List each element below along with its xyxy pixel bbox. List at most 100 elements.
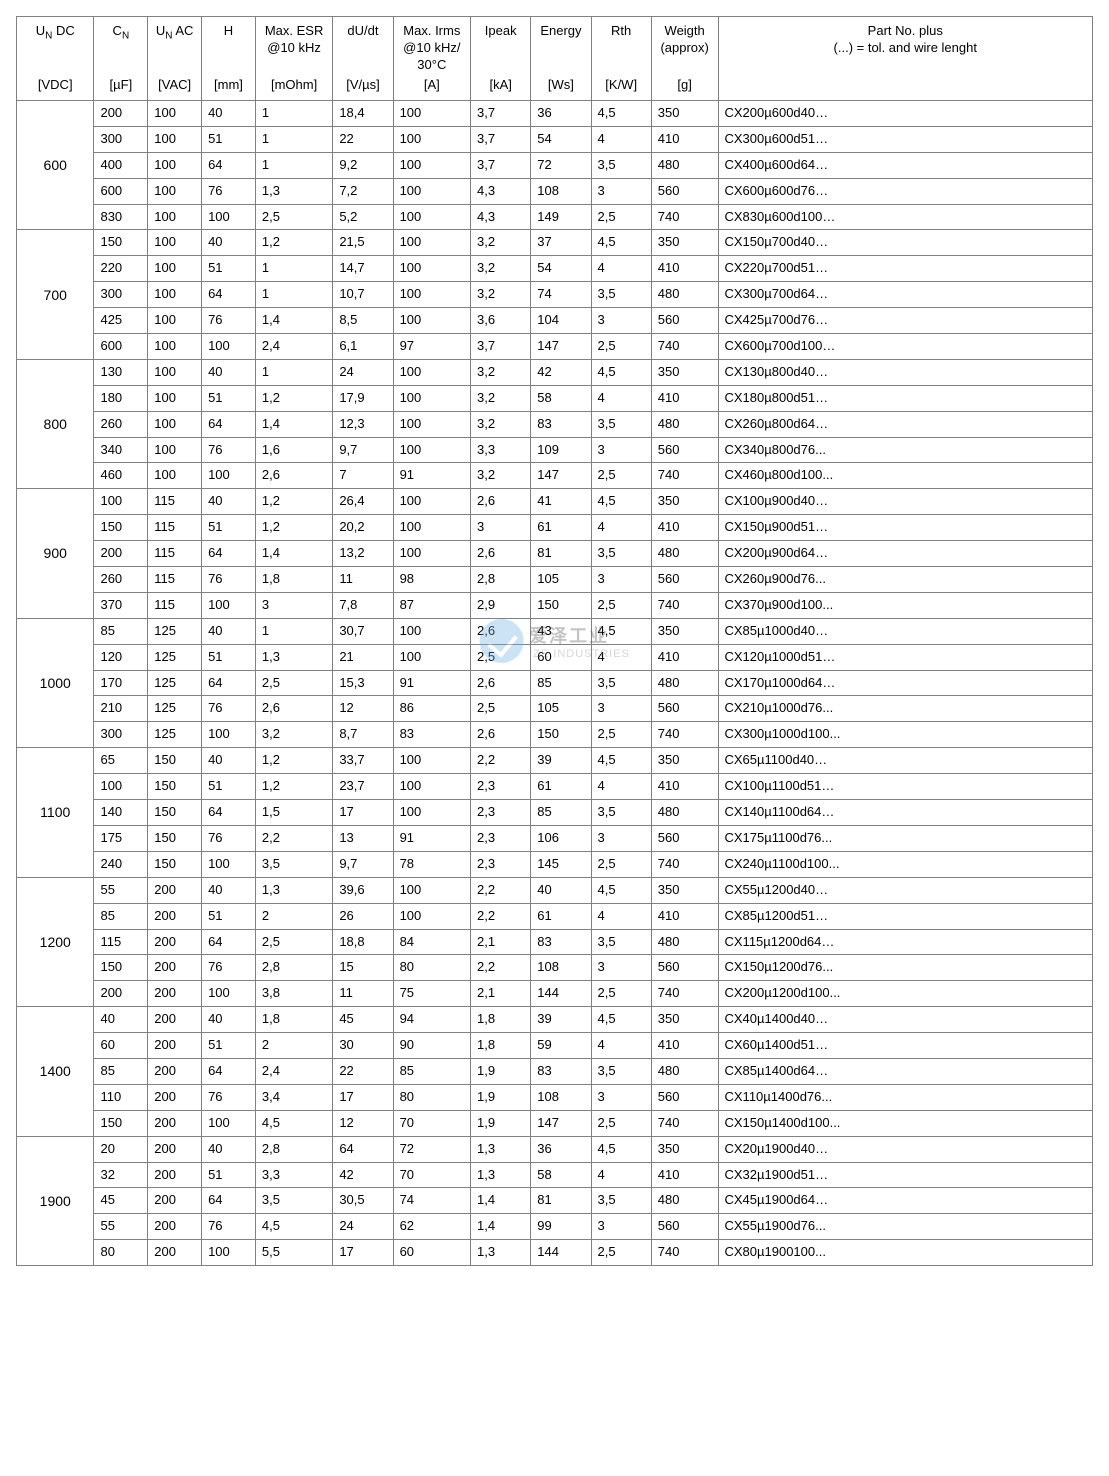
cell-irms: 100 bbox=[393, 385, 470, 411]
cell-weight: 480 bbox=[651, 541, 718, 567]
cell-cn: 600 bbox=[94, 334, 148, 360]
cell-un_ac: 100 bbox=[148, 463, 202, 489]
group-un-dc: 1000 bbox=[17, 618, 94, 747]
cell-ipeak: 2,2 bbox=[471, 748, 531, 774]
cell-dudt: 20,2 bbox=[333, 515, 393, 541]
cell-esr: 3,8 bbox=[255, 981, 332, 1007]
cell-cn: 830 bbox=[94, 204, 148, 230]
cell-h: 64 bbox=[202, 800, 256, 826]
cell-weight: 480 bbox=[651, 670, 718, 696]
cell-un_ac: 115 bbox=[148, 592, 202, 618]
table-row: 190020200402,864721,3364,5350CX20µ1900d4… bbox=[17, 1136, 1093, 1162]
cell-h: 51 bbox=[202, 256, 256, 282]
cell-h: 40 bbox=[202, 1136, 256, 1162]
cell-rth: 4,5 bbox=[591, 1136, 651, 1162]
cell-esr: 1 bbox=[255, 126, 332, 152]
cell-irms: 80 bbox=[393, 955, 470, 981]
cell-dudt: 7,2 bbox=[333, 178, 393, 204]
cell-energy: 150 bbox=[531, 592, 591, 618]
cell-ipeak: 2,5 bbox=[471, 696, 531, 722]
cell-dudt: 14,7 bbox=[333, 256, 393, 282]
cell-un_ac: 100 bbox=[148, 437, 202, 463]
table-row: 300100511221003,7544410CX300µ600d51… bbox=[17, 126, 1093, 152]
cell-h: 76 bbox=[202, 567, 256, 593]
cell-esr: 1 bbox=[255, 101, 332, 127]
cell-ipeak: 4,3 bbox=[471, 178, 531, 204]
cell-h: 100 bbox=[202, 463, 256, 489]
cell-dudt: 18,4 bbox=[333, 101, 393, 127]
cell-h: 100 bbox=[202, 592, 256, 618]
cell-rth: 3,5 bbox=[591, 929, 651, 955]
cell-ipeak: 2,6 bbox=[471, 618, 531, 644]
group-un-dc: 600 bbox=[17, 101, 94, 230]
cell-esr: 3,3 bbox=[255, 1162, 332, 1188]
col-label: UN AC bbox=[154, 23, 195, 43]
cell-ipeak: 3,3 bbox=[471, 437, 531, 463]
cell-weight: 560 bbox=[651, 308, 718, 334]
cell-part: CX150µ900d51… bbox=[718, 515, 1093, 541]
table-row: 425100761,48,51003,61043560CX425µ700d76… bbox=[17, 308, 1093, 334]
cell-esr: 2,6 bbox=[255, 696, 332, 722]
cell-h: 100 bbox=[202, 1110, 256, 1136]
cell-rth: 4 bbox=[591, 515, 651, 541]
cell-cn: 85 bbox=[94, 1058, 148, 1084]
cell-un_ac: 150 bbox=[148, 748, 202, 774]
cell-weight: 350 bbox=[651, 748, 718, 774]
table-row: 3001251003,28,7832,61502,5740CX300µ1000d… bbox=[17, 722, 1093, 748]
cell-irms: 100 bbox=[393, 800, 470, 826]
cell-part: CX300µ600d51… bbox=[718, 126, 1093, 152]
cell-un_ac: 200 bbox=[148, 929, 202, 955]
cell-dudt: 12 bbox=[333, 696, 393, 722]
cell-h: 40 bbox=[202, 359, 256, 385]
cell-weight: 740 bbox=[651, 592, 718, 618]
cell-dudt: 24 bbox=[333, 1214, 393, 1240]
cell-h: 64 bbox=[202, 1188, 256, 1214]
col-unit: [mm] bbox=[202, 77, 255, 94]
table-body: 60020010040118,41003,7364,5350CX200µ600d… bbox=[17, 101, 1093, 1266]
cell-part: CX370µ900d100... bbox=[718, 592, 1093, 618]
cell-cn: 260 bbox=[94, 567, 148, 593]
cell-part: CX200µ600d40… bbox=[718, 101, 1093, 127]
cell-irms: 100 bbox=[393, 230, 470, 256]
cell-un_ac: 100 bbox=[148, 101, 202, 127]
cell-irms: 100 bbox=[393, 101, 470, 127]
cell-irms: 86 bbox=[393, 696, 470, 722]
cell-weight: 410 bbox=[651, 126, 718, 152]
cell-irms: 94 bbox=[393, 1007, 470, 1033]
cell-un_ac: 100 bbox=[148, 256, 202, 282]
table-row: 6001001002,46,1973,71472,5740CX600µ700d1… bbox=[17, 334, 1093, 360]
cell-rth: 4 bbox=[591, 126, 651, 152]
cell-rth: 4,5 bbox=[591, 1007, 651, 1033]
table-row: 200115641,413,21002,6813,5480CX200µ900d6… bbox=[17, 541, 1093, 567]
cell-irms: 100 bbox=[393, 774, 470, 800]
cell-ipeak: 3,2 bbox=[471, 282, 531, 308]
table-row: 180100511,217,91003,2584410CX180µ800d51… bbox=[17, 385, 1093, 411]
cell-un_ac: 125 bbox=[148, 644, 202, 670]
cell-ipeak: 1,3 bbox=[471, 1162, 531, 1188]
cell-irms: 78 bbox=[393, 851, 470, 877]
group-un-dc: 1100 bbox=[17, 748, 94, 877]
cell-irms: 85 bbox=[393, 1058, 470, 1084]
cell-h: 51 bbox=[202, 1033, 256, 1059]
cell-weight: 350 bbox=[651, 359, 718, 385]
cell-un_ac: 150 bbox=[148, 800, 202, 826]
cell-rth: 4,5 bbox=[591, 230, 651, 256]
cell-rth: 4,5 bbox=[591, 618, 651, 644]
cell-ipeak: 2,1 bbox=[471, 981, 531, 1007]
cell-dudt: 12,3 bbox=[333, 411, 393, 437]
cell-dudt: 64 bbox=[333, 1136, 393, 1162]
table-row: 800130100401241003,2424,5350CX130µ800d40… bbox=[17, 359, 1093, 385]
cell-esr: 1,8 bbox=[255, 1007, 332, 1033]
cell-cn: 55 bbox=[94, 1214, 148, 1240]
cell-esr: 2,4 bbox=[255, 1058, 332, 1084]
cell-cn: 300 bbox=[94, 722, 148, 748]
cell-un_ac: 100 bbox=[148, 282, 202, 308]
cell-h: 40 bbox=[202, 101, 256, 127]
cell-part: CX55µ1200d40… bbox=[718, 877, 1093, 903]
cell-part: CX210µ1000d76... bbox=[718, 696, 1093, 722]
cell-esr: 2,2 bbox=[255, 825, 332, 851]
cell-irms: 80 bbox=[393, 1084, 470, 1110]
cell-part: CX120µ1000d51… bbox=[718, 644, 1093, 670]
cell-energy: 54 bbox=[531, 256, 591, 282]
cell-irms: 98 bbox=[393, 567, 470, 593]
